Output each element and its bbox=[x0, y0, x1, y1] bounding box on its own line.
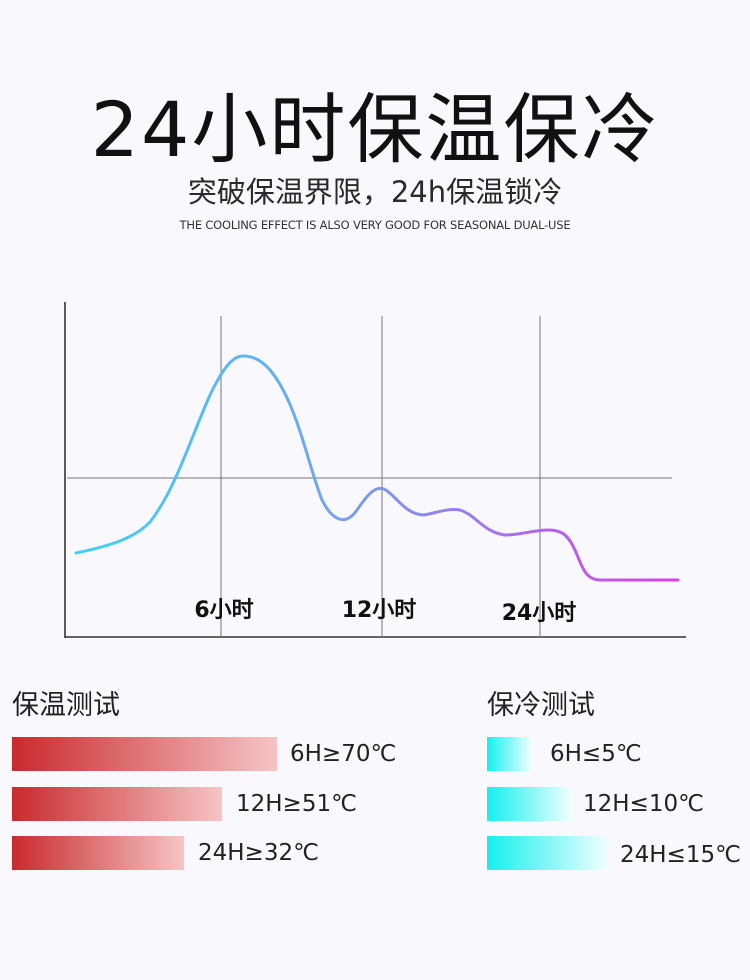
keep-warm-bar-12h bbox=[12, 787, 222, 821]
keep-cold-bar-12h bbox=[487, 787, 571, 821]
keep-warm-label-12h: 12H≥51℃ bbox=[236, 791, 357, 817]
tick-label-6h: 6小时 bbox=[194, 598, 253, 623]
keep-cold-bar-6h bbox=[487, 737, 531, 771]
keep-cold-label-12h: 12H≤10℃ bbox=[583, 791, 704, 817]
temperature-curve-line bbox=[74, 354, 680, 582]
tick-label-12h: 12小时 bbox=[342, 598, 417, 623]
keep-cold-bar-24h bbox=[487, 836, 607, 870]
page-subtitle: 突破保温界限，24h保温锁冷 bbox=[187, 175, 563, 209]
page-title: 24小时保温保冷 bbox=[90, 85, 660, 174]
keep-warm-title: 保温测试 bbox=[12, 690, 120, 721]
keep-warm-bar-24h bbox=[12, 836, 184, 870]
page-tagline: THE COOLING EFFECT IS ALSO VERY GOOD FOR… bbox=[179, 218, 571, 232]
keep-warm-bar-6h bbox=[12, 737, 277, 771]
keep-warm-label-6h: 6H≥70℃ bbox=[290, 741, 397, 767]
keep-cold-label-24h: 24H≤15℃ bbox=[620, 842, 741, 868]
temperature-curve-chart: 6小时 12小时 24小时 bbox=[64, 302, 686, 638]
keep-cold-title: 保冷测试 bbox=[487, 690, 595, 721]
tick-label-24h: 24小时 bbox=[502, 601, 577, 626]
keep-cold-label-6h: 6H≤5℃ bbox=[550, 741, 642, 767]
keep-warm-label-24h: 24H≥32℃ bbox=[198, 840, 319, 866]
